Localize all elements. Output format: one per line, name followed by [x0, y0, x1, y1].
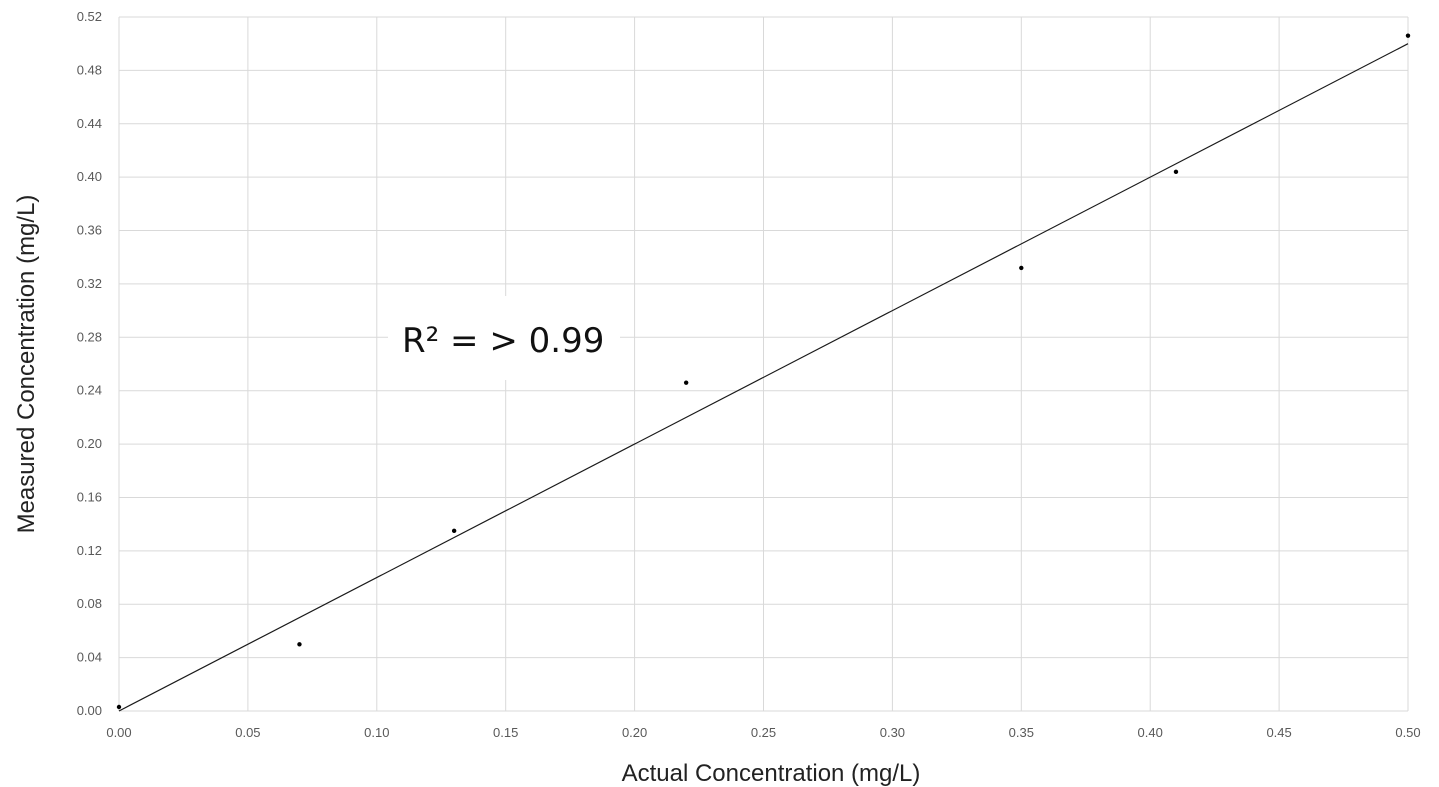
data-points [116, 33, 1411, 710]
data-point [1173, 169, 1179, 175]
trendline-layer [118, 43, 1409, 712]
x-axis-title: Actual Concentration (mg/L) [622, 760, 921, 787]
x-tick-label: 0.20 [622, 725, 647, 740]
y-tick-label: 0.08 [77, 596, 102, 611]
x-tick-label: 0.05 [235, 725, 260, 740]
trendline [118, 43, 1409, 712]
x-tick-label: 0.00 [106, 725, 131, 740]
data-point [451, 528, 457, 534]
y-tick-label: 0.12 [77, 543, 102, 558]
y-tick-label: 0.36 [77, 223, 102, 238]
y-tick-label: 0.00 [77, 703, 102, 718]
y-tick-label: 0.16 [77, 489, 102, 504]
y-tick-label: 0.52 [77, 9, 102, 24]
y-tick-label: 0.32 [77, 276, 102, 291]
data-point [1405, 33, 1411, 38]
data-point [683, 380, 689, 385]
gridlines [118, 16, 1409, 712]
x-tick-label: 0.35 [1009, 725, 1034, 740]
y-tick-label: 0.40 [77, 169, 102, 184]
data-point [116, 704, 122, 710]
x-tick-label: 0.40 [1138, 725, 1163, 740]
data-point [1019, 265, 1024, 271]
y-tick-label: 0.04 [77, 650, 102, 665]
y-tick-label: 0.20 [77, 436, 102, 451]
x-tick-label: 0.45 [1266, 725, 1291, 740]
x-axis-ticks: 0.00 0.05 0.10 0.15 0.20 0.25 0.30 0.35 0.40 0.45… [106, 725, 1420, 740]
x-tick-label: 0.25 [751, 725, 776, 740]
y-tick-label: 0.24 [77, 383, 102, 398]
y-tick-label: 0.48 [77, 62, 102, 77]
x-tick-label: 0.30 [880, 725, 905, 740]
x-tick-label: 0.10 [364, 725, 389, 740]
x-tick-label: 0.50 [1395, 725, 1420, 740]
y-tick-label: 0.44 [77, 116, 102, 131]
annotation-background [388, 296, 620, 380]
y-tick-label: 0.28 [77, 329, 102, 344]
r-squared-annotation: R² = > 0.99 [402, 321, 604, 361]
x-tick-label: 0.15 [493, 725, 518, 740]
y-axis-ticks: 0.00 0.04 0.08 0.12 0.16 0.20 0.24 0.28 0.32 0.36… [77, 9, 102, 718]
data-point [297, 642, 302, 647]
y-axis-title: Measured Concentration (mg/L) [13, 195, 40, 534]
